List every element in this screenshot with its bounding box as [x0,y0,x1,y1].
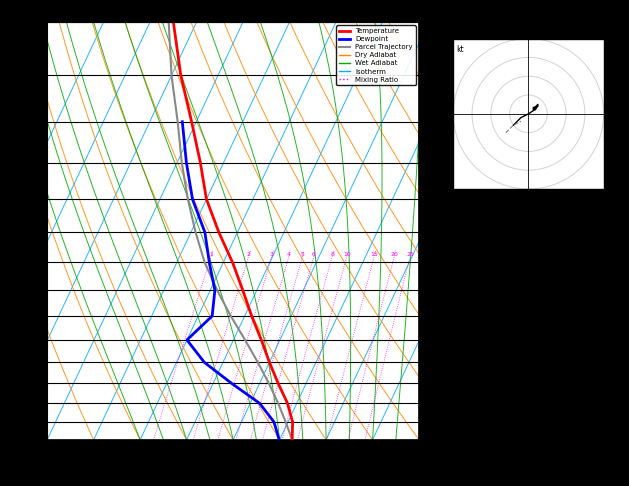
Text: 3: 3 [270,252,274,257]
Text: θₑ(K): θₑ(K) [433,340,459,349]
Text: 10: 10 [343,252,350,257]
X-axis label: Dewpoint / Temperature (°C): Dewpoint / Temperature (°C) [159,464,308,473]
Text: -12: -12 [604,197,620,207]
Y-axis label: km
ASL: km ASL [447,223,467,239]
Text: 305: 305 [604,340,620,349]
Text: kt: kt [456,45,464,53]
Text: Dewp (°C): Dewp (°C) [433,316,480,326]
Text: PW (cm): PW (cm) [433,245,470,254]
Text: 20: 20 [390,252,398,257]
Text: 5: 5 [301,252,304,257]
Text: Lifted Index: Lifted Index [433,364,496,373]
Text: 2: 2 [247,252,250,257]
Text: 1015: 1015 [599,459,620,469]
Text: Surface: Surface [507,269,543,278]
Text: 27: 27 [610,221,620,230]
Text: Mixing Ratio (g/kg): Mixing Ratio (g/kg) [441,196,450,269]
Text: K: K [433,197,438,207]
Text: -37°00'S  174°4B'E  79m  ASL: -37°00'S 174°4B'E 79m ASL [47,11,222,21]
Text: 1.15: 1.15 [599,245,620,254]
Bar [425,194,626,266]
Text: 12: 12 [610,364,620,373]
Text: © weatheronline.co.uk: © weatheronline.co.uk [477,427,574,435]
Text: 8: 8 [330,252,334,257]
Text: θₑ (K): θₑ (K) [433,483,464,486]
Text: Most Unstable: Most Unstable [491,435,559,445]
Text: 4: 4 [287,252,291,257]
Text: 0: 0 [615,388,620,397]
Text: Temp (°C): Temp (°C) [433,293,480,302]
Text: 0: 0 [615,412,620,421]
Text: 9.9: 9.9 [604,316,620,326]
Text: 12.7: 12.7 [599,293,620,302]
Text: CIN (J): CIN (J) [433,412,470,421]
Text: 25: 25 [406,252,414,257]
Text: 15: 15 [370,252,378,257]
Y-axis label: hPa: hPa [0,222,9,240]
Legend: Temperature, Dewpoint, Parcel Trajectory, Dry Adiabat, Wet Adiabat, Isotherm, Mi: Temperature, Dewpoint, Parcel Trajectory… [337,25,416,86]
Text: Totals Totals: Totals Totals [433,221,501,230]
Text: 1: 1 [209,252,213,257]
Text: 305: 305 [604,483,620,486]
Text: 06.06.2024  00GMT  (Base: 18): 06.06.2024 00GMT (Base: 18) [447,10,603,19]
Text: 6: 6 [312,252,316,257]
Bar [425,265,626,433]
Text: CAPE (J): CAPE (J) [433,388,475,397]
Text: Pressure (mb): Pressure (mb) [433,459,501,469]
Bar [425,432,626,486]
